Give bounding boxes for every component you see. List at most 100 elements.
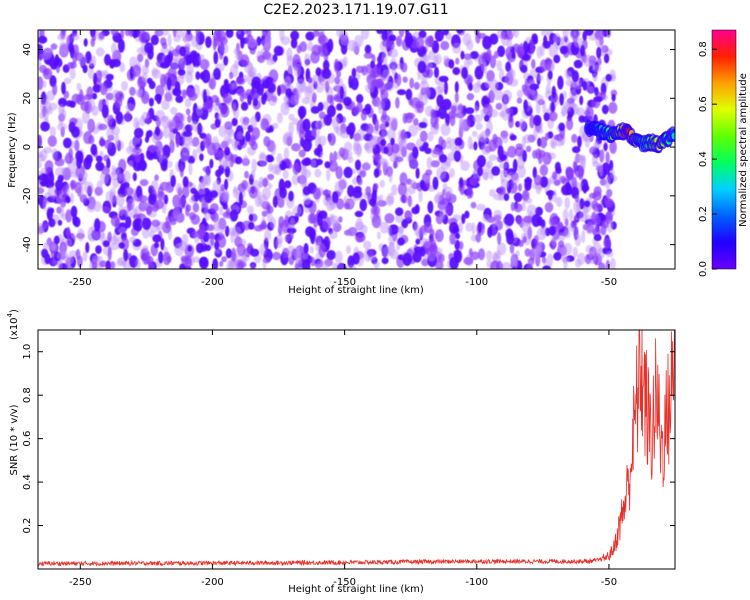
noise-cell [158,251,164,264]
noise-cell [468,82,473,91]
noise-cell [463,53,473,60]
noise-cell [416,138,423,149]
noise-cell [342,56,348,67]
noise-cell [583,54,594,68]
noise-cell [400,62,408,73]
noise-cell [440,123,451,137]
y-tick-label: 0.2 [22,518,33,534]
noise-cell [568,208,574,222]
noise-cell [51,148,58,161]
noise-cell [605,211,613,222]
noise-cell [605,198,614,208]
noise-cell [154,199,165,210]
noise-cell [581,230,586,244]
x-tick-label: -150 [333,577,356,588]
noise-cell [276,112,283,124]
spectrogram-noise-cells [38,30,618,269]
noise-cell [172,205,181,220]
noise-cell [491,166,501,176]
noise-cell [283,131,293,145]
noise-cell [300,174,306,185]
noise-cell [343,96,352,107]
noise-cell [382,39,391,47]
noise-cell [310,158,317,168]
noise-cell [69,61,77,69]
noise-cell [267,82,276,94]
noise-cell [489,33,499,45]
noise-cell [318,44,328,57]
noise-cell [522,236,527,243]
noise-cell [96,180,103,194]
noise-cell [83,131,93,145]
y-tick-label: 40 [22,43,33,56]
noise-cell [134,152,141,163]
noise-cell [471,130,478,137]
noise-cell [118,227,127,234]
noise-cell [180,255,189,262]
noise-cell [525,264,533,269]
colorbar-bar [711,29,737,270]
noise-cell [219,206,224,216]
spectrogram-x-label: Height of straight line (km) [288,285,424,296]
noise-cell [168,131,175,142]
noise-cell [202,102,208,111]
noise-cell [247,94,252,106]
noise-cell [123,186,134,196]
noise-cell [220,104,230,118]
noise-cell [387,127,396,142]
noise-cell [604,175,611,190]
noise-cell [231,247,237,262]
noise-cell [272,251,281,261]
noise-cell [454,137,463,147]
noise-cell [199,54,205,64]
noise-cell [538,128,544,135]
noise-cell [284,215,290,228]
noise-cell [444,186,453,199]
noise-cell [271,163,281,175]
noise-cell [125,103,135,112]
noise-cell [205,172,211,187]
noise-cell [52,83,58,96]
noise-cell [144,42,154,54]
noise-cell [113,232,117,243]
noise-cell [546,253,554,267]
noise-cell [261,187,271,200]
noise-cell [151,134,160,144]
noise-cell [474,105,479,113]
noise-cell [506,232,515,245]
noise-cell [240,101,249,111]
noise-cell [576,107,585,117]
noise-cell [133,127,144,139]
noise-cell [385,195,395,206]
noise-cell [107,231,112,243]
noise-cell [76,82,82,91]
noise-cell [195,30,201,38]
noise-cell [85,242,90,254]
noise-cell [359,198,368,212]
noise-cell [547,70,553,80]
noise-cell [539,136,548,149]
noise-cell [336,198,345,210]
noise-cell [125,110,131,123]
noise-cell [533,126,538,140]
noise-cell [435,229,444,243]
noise-cell [42,107,49,121]
noise-cell [533,114,542,127]
noise-cell [248,221,255,230]
noise-cell [516,216,522,226]
noise-cell [77,183,84,197]
noise-cell [233,60,240,69]
noise-cell [266,58,275,66]
noise-cell [150,225,161,233]
colorbar-tick-label: 0.8 [698,41,709,57]
noise-cell [506,38,513,51]
noise-cell [99,260,108,268]
noise-cell [350,77,359,91]
noise-cell [496,60,503,71]
noise-cell [69,68,76,80]
noise-cell [449,221,459,235]
noise-cell [364,44,372,54]
noise-cell [174,119,184,131]
noise-cell [214,240,220,250]
noise-cell [409,179,417,189]
